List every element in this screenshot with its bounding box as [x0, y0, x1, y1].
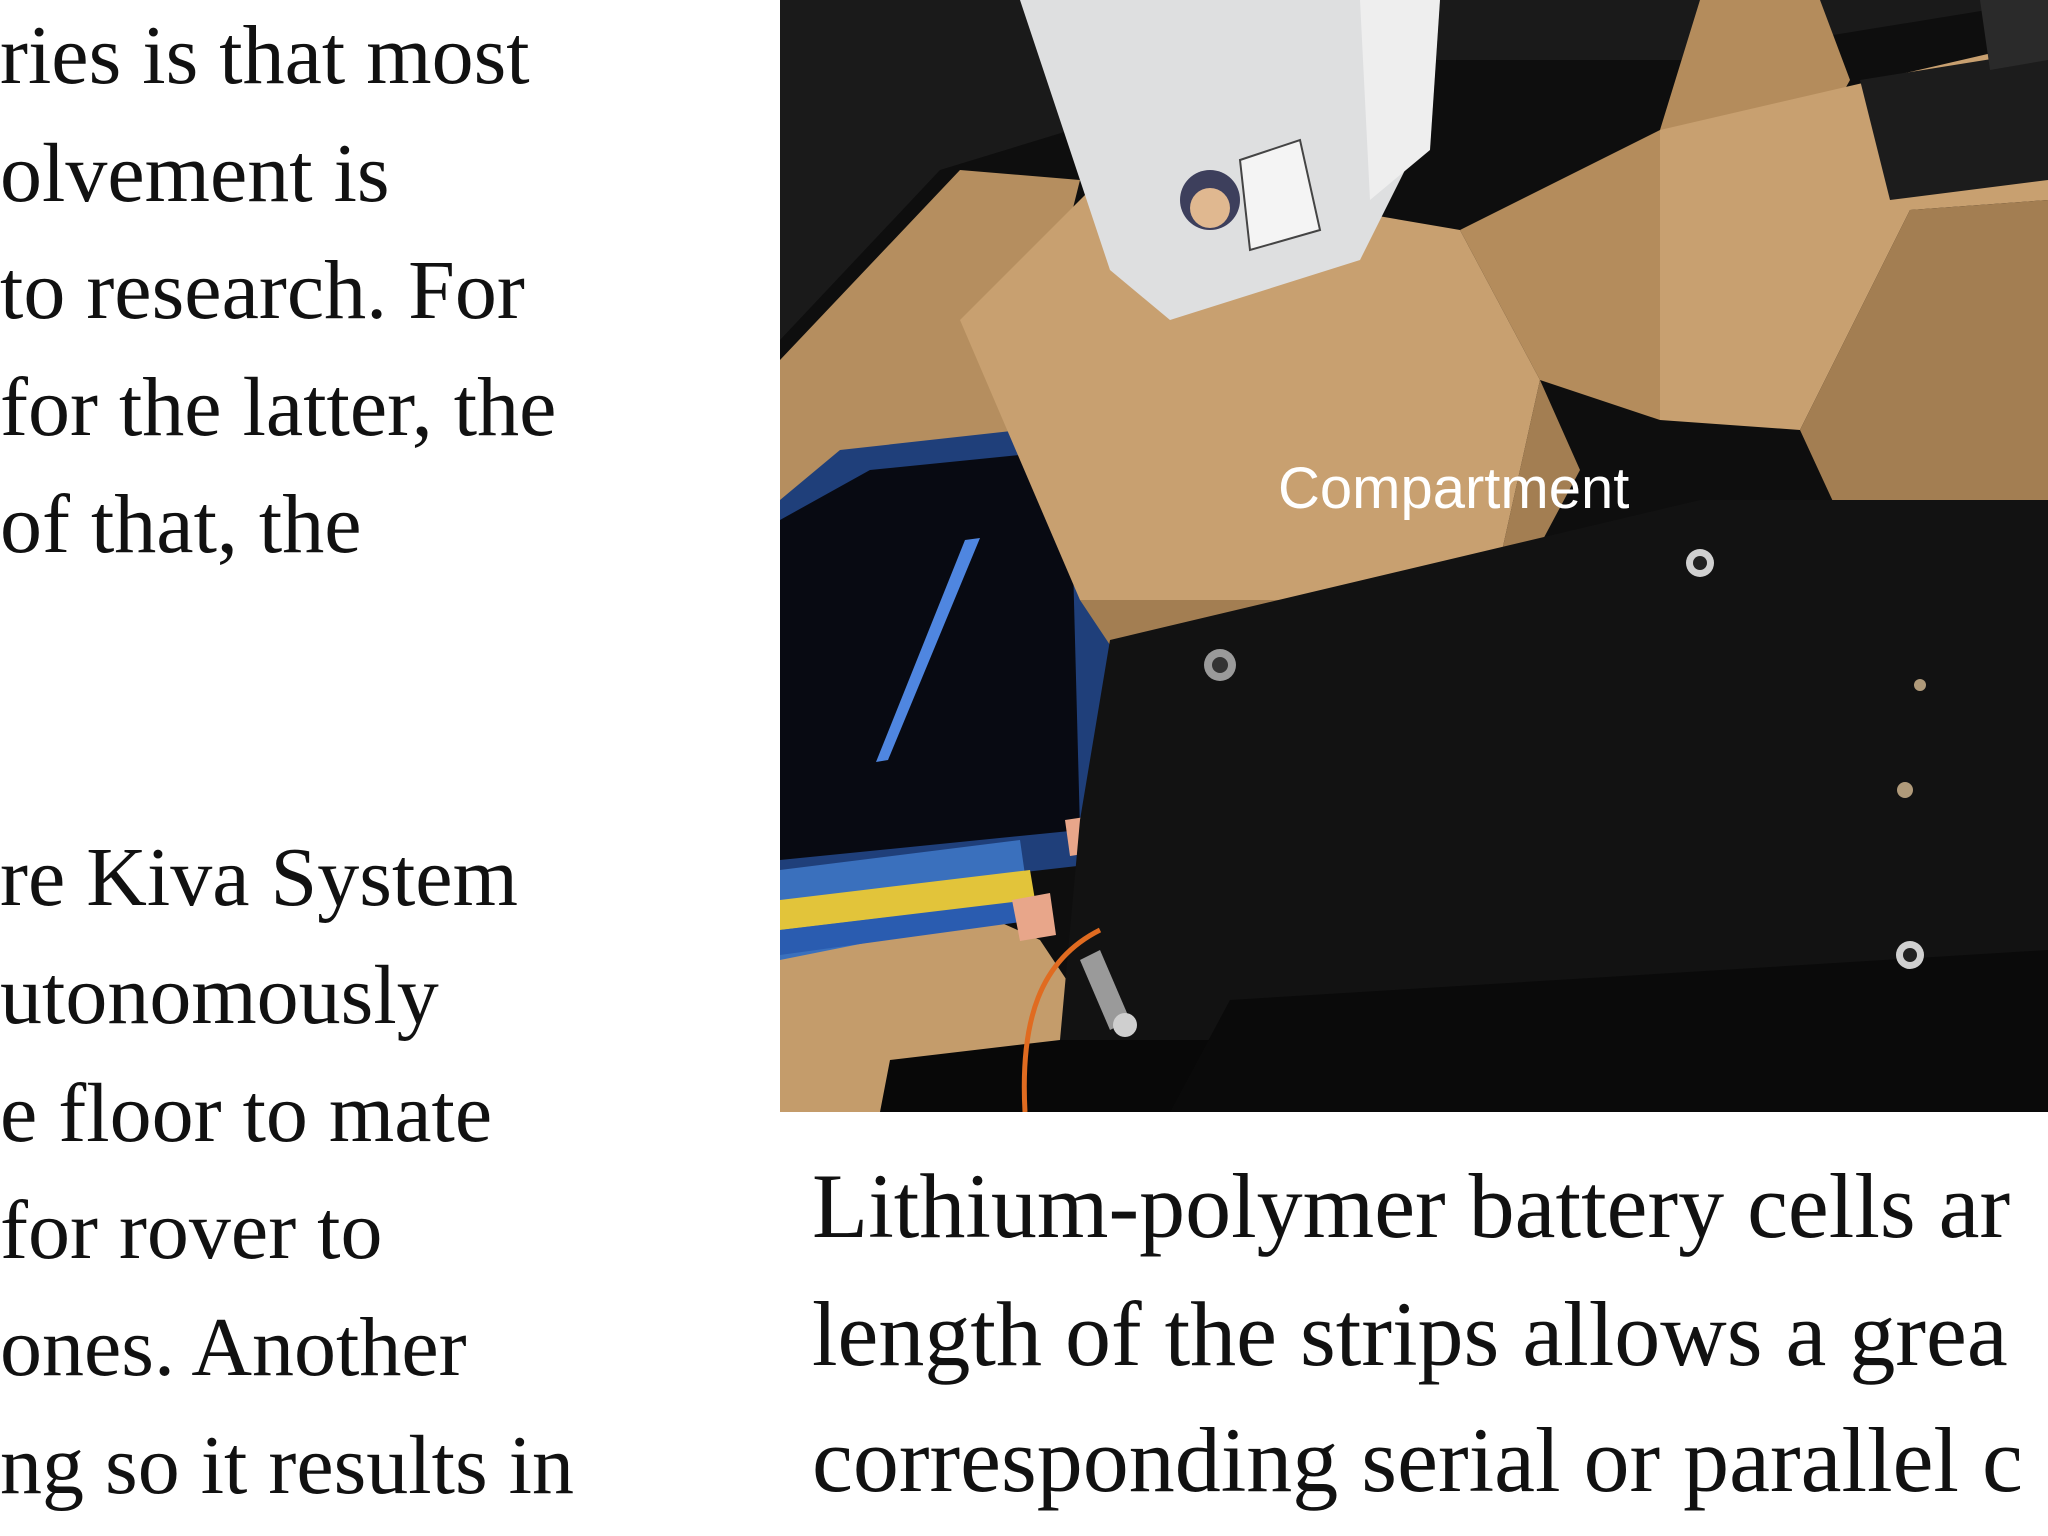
text-line: utonomously [0, 949, 439, 1042]
text-line: olvement is [0, 127, 390, 220]
text-line: ones. Another [0, 1301, 467, 1394]
text-line: ng so it results in [0, 1419, 575, 1512]
left-text-column: ries is that most olvement is to researc… [0, 0, 780, 1536]
text-line: of that, the [0, 478, 362, 571]
text-line: re Kiva System [0, 831, 518, 924]
text-line: ries is that most [0, 9, 530, 102]
text-line: e floor to mate [0, 1067, 493, 1160]
text-line: length of the strips allows a grea [812, 1283, 2008, 1385]
rover-photo [780, 0, 2048, 1112]
text-line: for the latter, the [0, 361, 557, 454]
text-line: Lithium-polymer battery cells ar [812, 1155, 2011, 1257]
right-text-column: Lithium-polymer battery cells ar length … [780, 1112, 2048, 1536]
text-line: to research. For [0, 244, 525, 337]
text-line: for rover to [0, 1184, 383, 1277]
text-line: corresponding serial or parallel c [812, 1409, 2023, 1511]
compartment-label: Compartment [1278, 456, 1630, 521]
figure-photo: Compartment [780, 0, 2048, 1112]
